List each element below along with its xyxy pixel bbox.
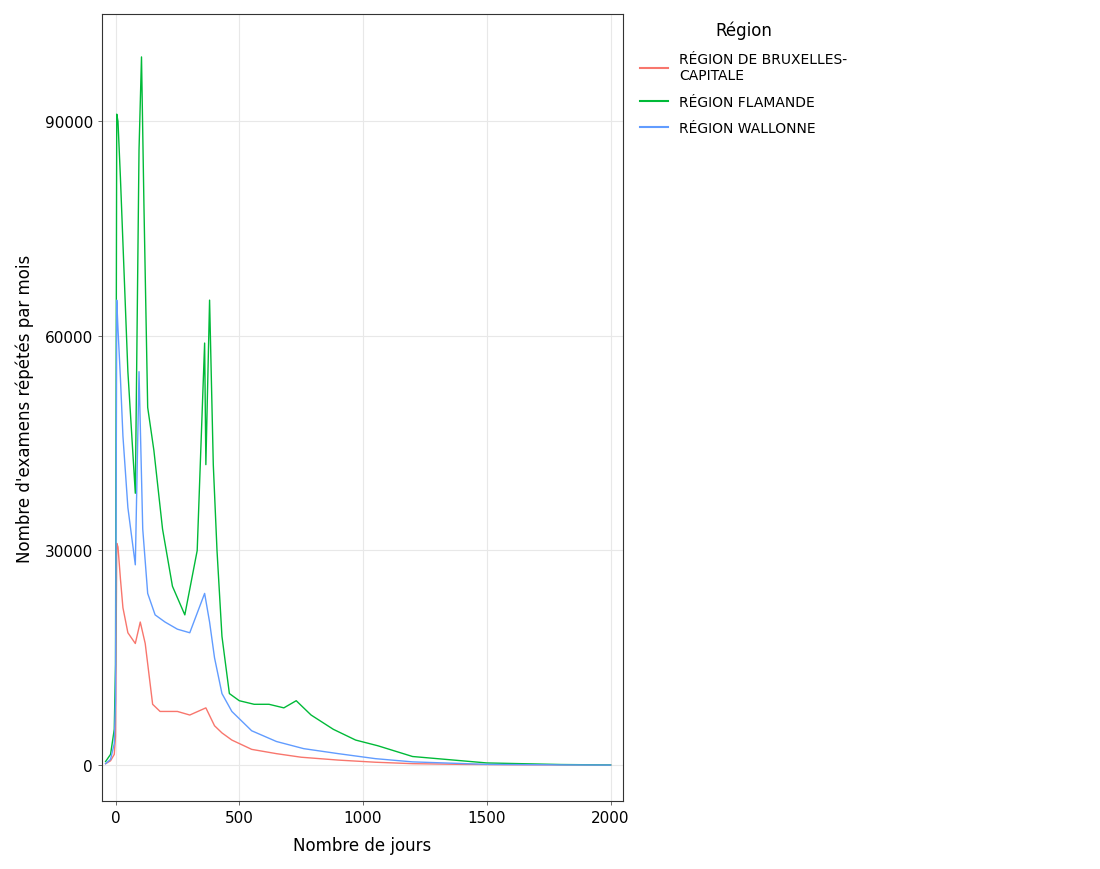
Legend: RÉGION DE BRUXELLES-
CAPITALE, RÉGION FLAMANDE, RÉGION WALLONNE: RÉGION DE BRUXELLES- CAPITALE, RÉGION FL…	[640, 22, 847, 136]
Y-axis label: Nombre d'examens répétés par mois: Nombre d'examens répétés par mois	[15, 254, 33, 562]
X-axis label: Nombre de jours: Nombre de jours	[294, 836, 431, 854]
